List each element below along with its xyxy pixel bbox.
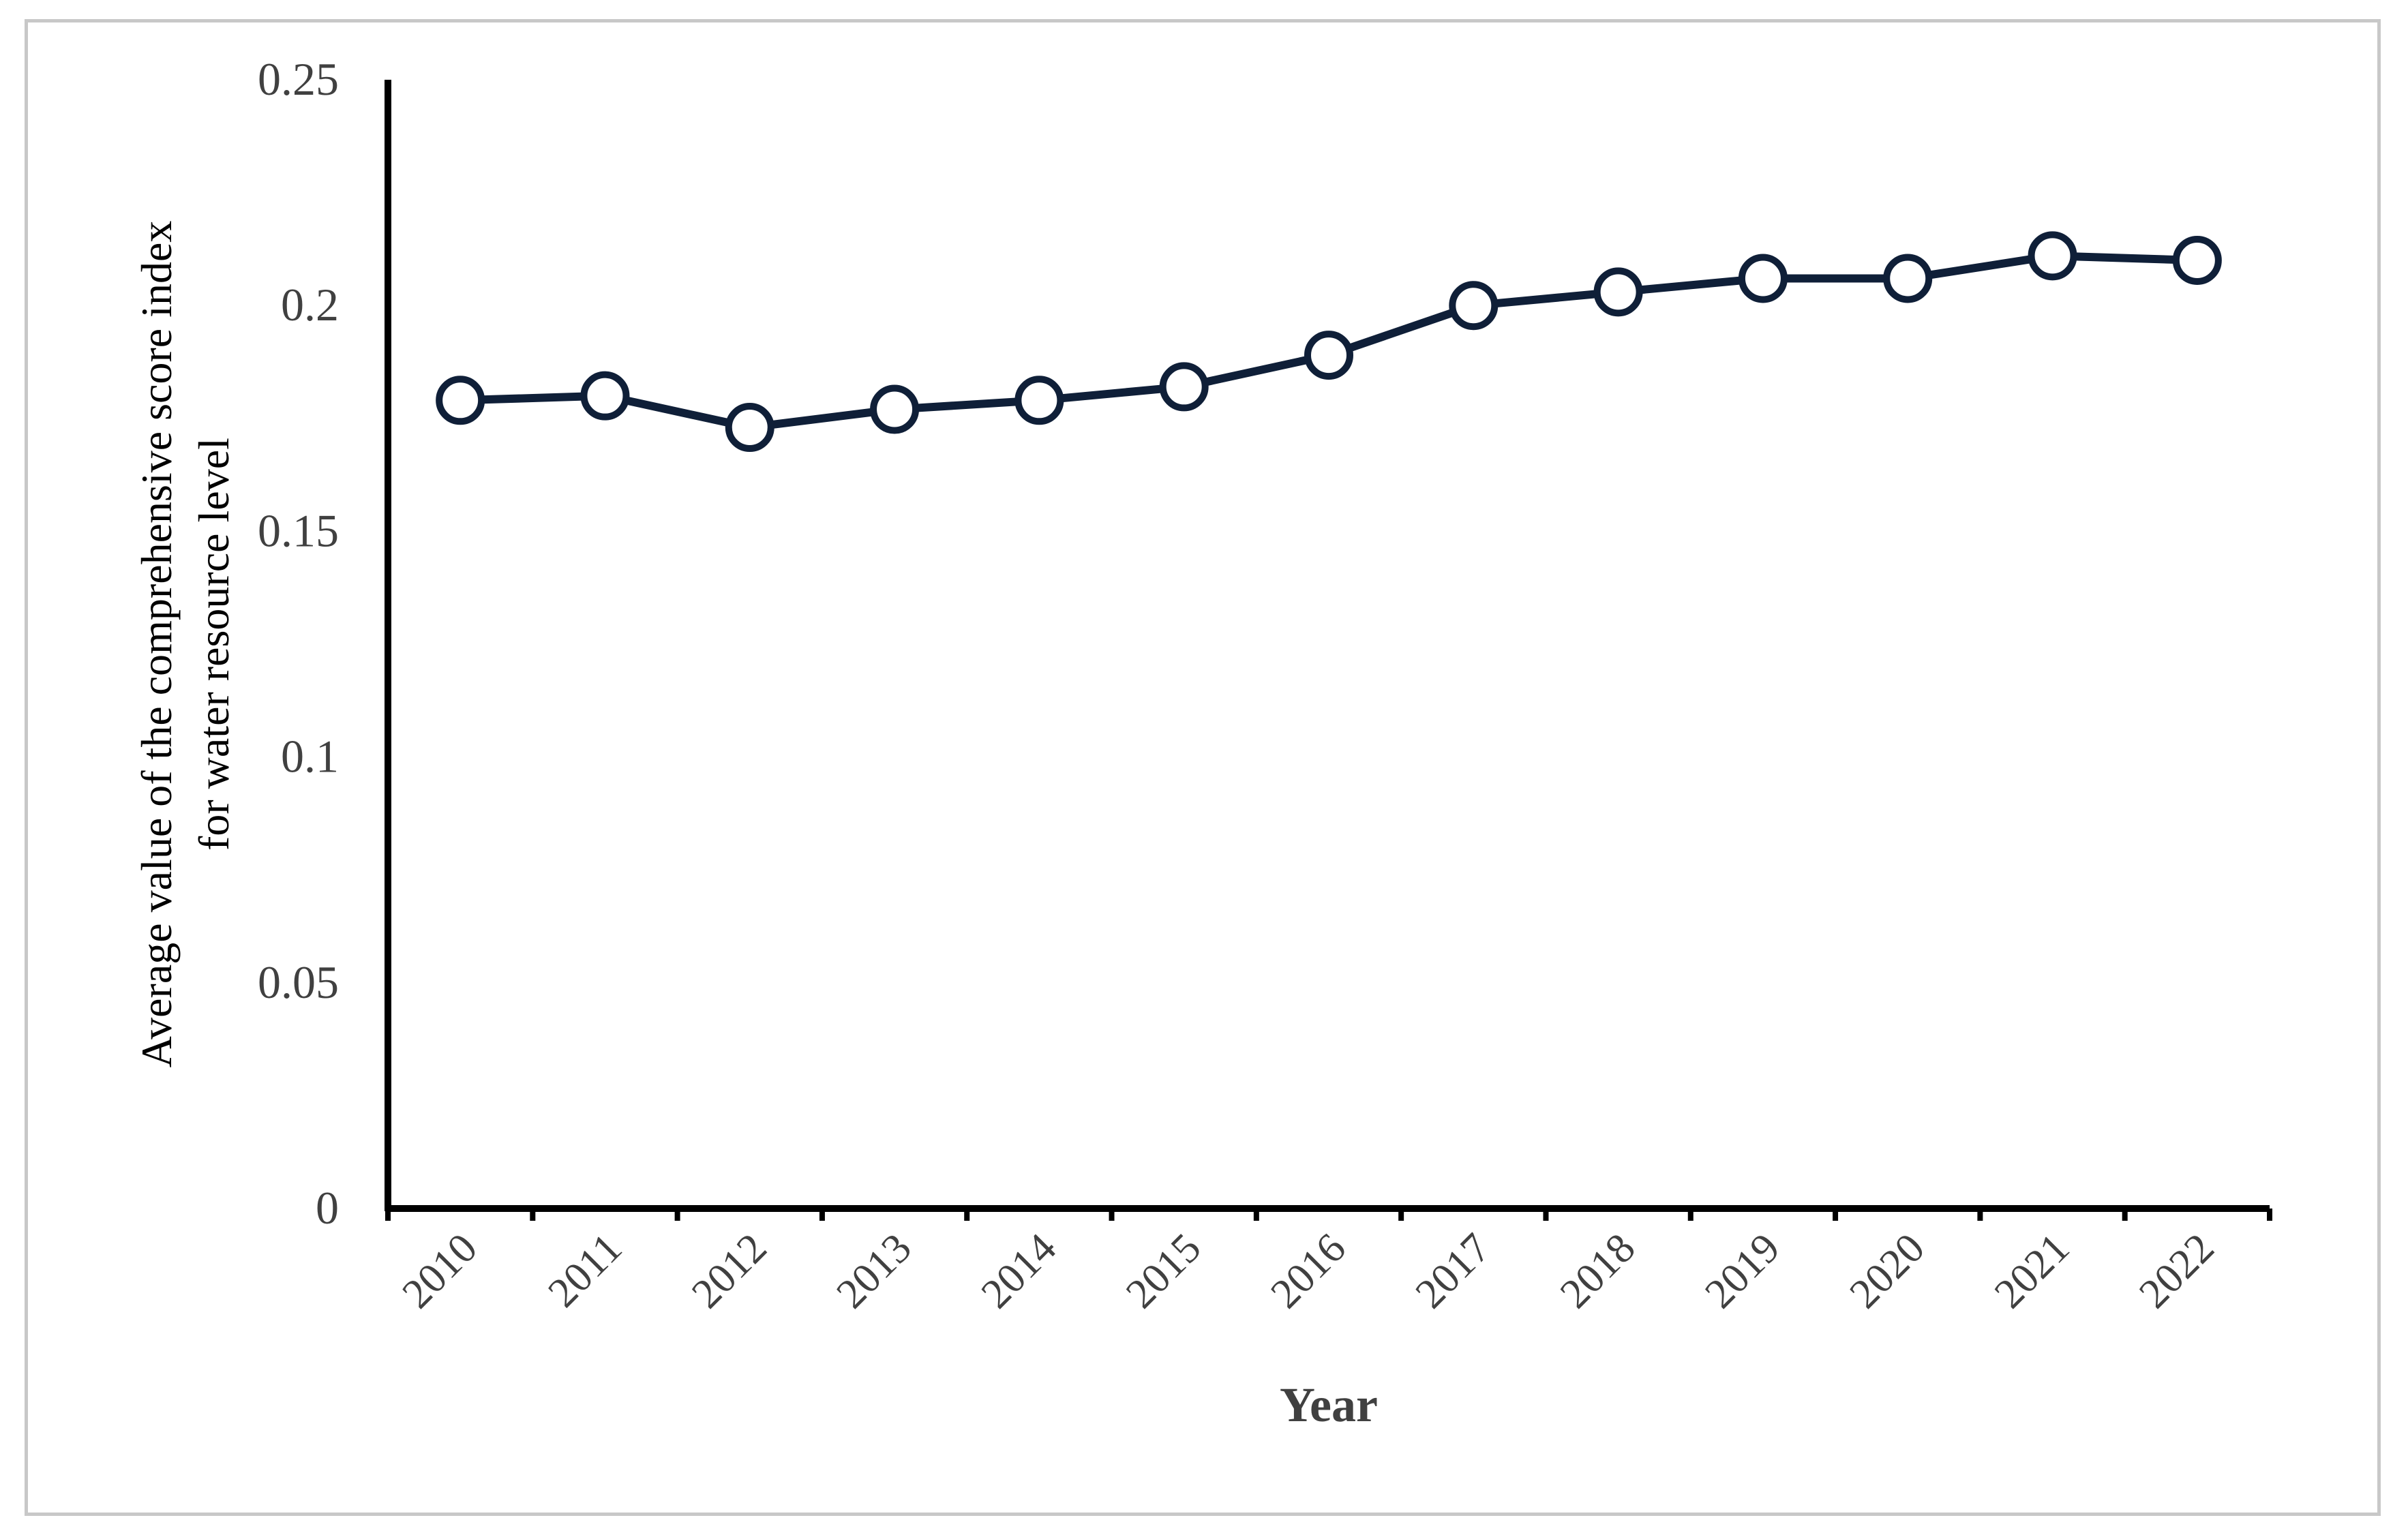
data-point: [2028, 231, 2077, 281]
data-point: [2172, 235, 2222, 285]
x-tick-label: 2021: [1986, 1225, 2079, 1318]
data-point: [1738, 254, 1788, 303]
x-tick-label: 2022: [2131, 1225, 2223, 1318]
y-tick-label: 0.2: [281, 279, 339, 331]
y-tick-label: 0.05: [258, 956, 339, 1008]
data-point: [1593, 267, 1643, 317]
data-point: [1883, 254, 1933, 303]
x-tick-label: 2018: [1552, 1225, 1644, 1318]
y-axis-title-line: Average value of the comprehensive score…: [132, 221, 181, 1068]
x-tick-label: 2012: [683, 1225, 776, 1318]
x-tick-label: 2016: [1262, 1225, 1355, 1318]
y-tick-label: 0.1: [281, 731, 339, 782]
line-chart: Average value of the comprehensive score…: [132, 53, 2272, 1432]
x-tick-label: 2019: [1696, 1225, 1789, 1318]
data-point: [1159, 362, 1209, 412]
y-axis-ticks: 0 0.05 0.1 0.15 0.2 0.25: [258, 53, 339, 1234]
y-tick-label: 0.15: [258, 504, 339, 556]
y-tick-label: 0.25: [258, 53, 339, 105]
chart-frame: Average value of the comprehensive score…: [25, 19, 2381, 1516]
data-point: [436, 376, 485, 425]
y-axis-title: Average value of the comprehensive score…: [132, 221, 238, 1068]
x-tick-label: 2013: [828, 1225, 920, 1318]
data-point: [1304, 331, 1353, 380]
x-axis-title: Year: [1280, 1378, 1378, 1432]
y-axis-title-line: for water resource level: [190, 438, 238, 851]
x-tick-label: 2015: [1117, 1225, 1210, 1318]
x-tick-label: 2020: [1841, 1225, 1933, 1318]
data-point: [870, 384, 920, 434]
data-point: [1014, 376, 1064, 425]
series-markers: [436, 231, 2222, 453]
data-point: [580, 371, 630, 421]
x-tick-label: 2014: [973, 1225, 1066, 1318]
axes: [385, 80, 2270, 1212]
x-tick-label: 2010: [393, 1225, 486, 1318]
data-point: [1449, 281, 1499, 331]
x-axis-ticks: 2010 2011 2012 2013 2014 2015 2016 2017 2018 2019…: [385, 1209, 2272, 1318]
x-tick-label: 2011: [539, 1225, 631, 1316]
data-point: [725, 403, 774, 453]
y-tick-label: 0: [316, 1182, 339, 1234]
x-tick-label: 2017: [1406, 1225, 1499, 1318]
